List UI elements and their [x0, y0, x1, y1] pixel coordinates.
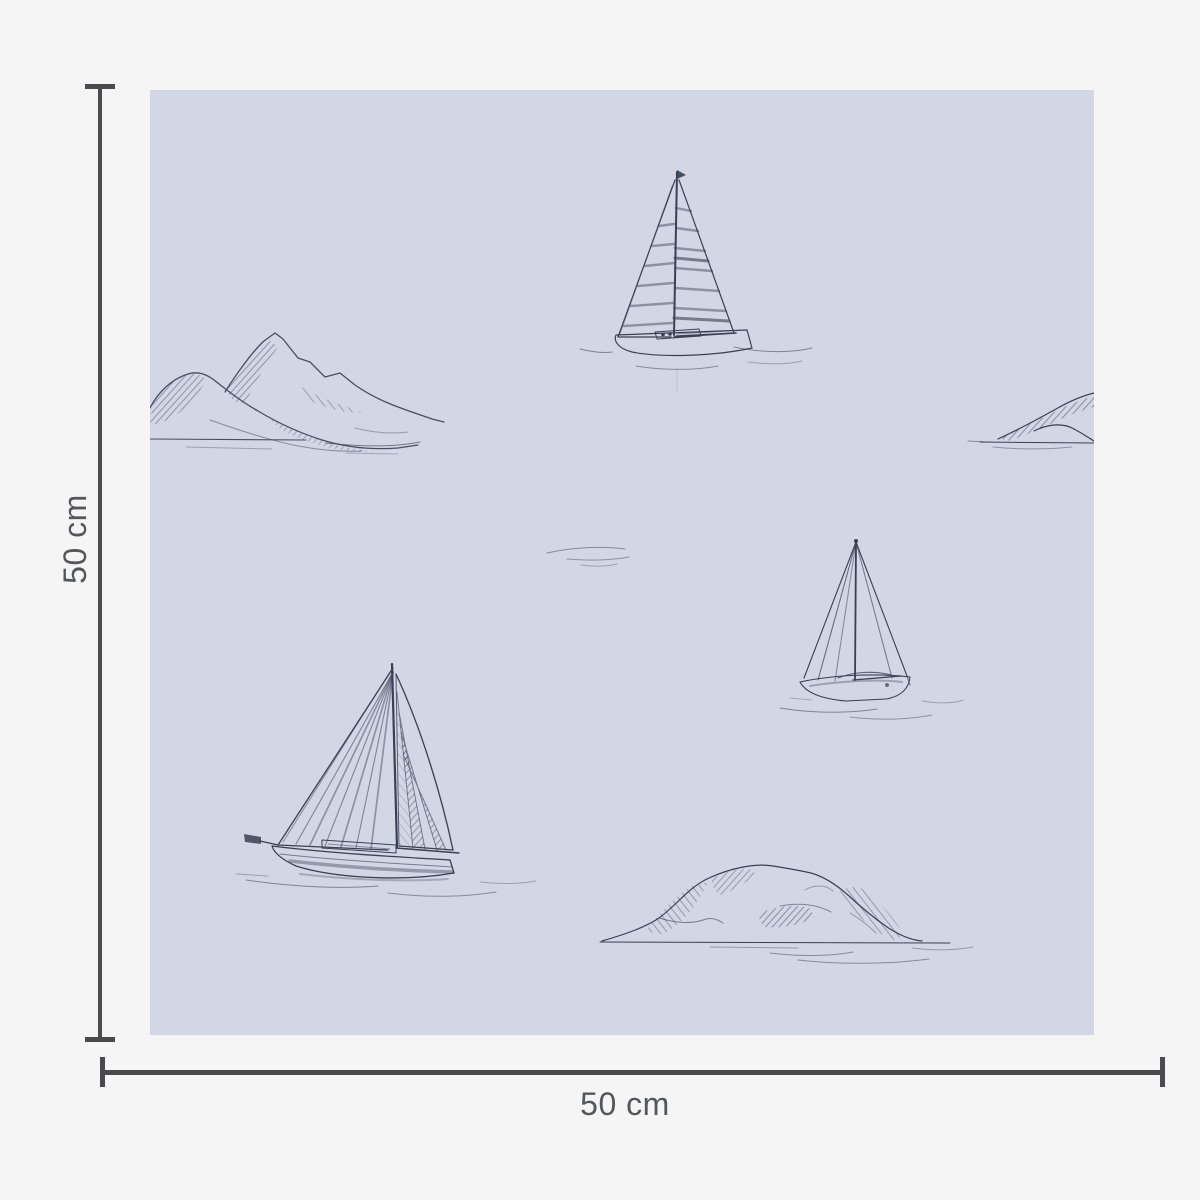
wallpaper-swatch — [150, 90, 1094, 1035]
mountains-sketch — [150, 332, 445, 455]
water-ripples-sketch — [546, 546, 630, 567]
dimension-cap-bottom — [85, 1037, 115, 1042]
vertical-dimension-line — [85, 84, 115, 1042]
dimension-cap-left — [100, 1057, 105, 1087]
height-dimension-label: 50 cm — [57, 494, 93, 584]
sailboat-pattern-artwork — [150, 170, 1094, 964]
sailboat-right-sketch — [779, 539, 964, 720]
sailboat-top-sketch — [579, 170, 813, 393]
dimension-cap-right — [1160, 1057, 1165, 1087]
island-sketch — [599, 864, 974, 964]
sailboat-large-sketch — [235, 662, 537, 897]
hill-right-sketch — [967, 392, 1094, 450]
horizontal-dimension-line — [100, 1057, 1165, 1087]
width-dimension-label: 50 cm — [580, 1086, 670, 1122]
dimension-cap-top — [85, 84, 115, 89]
